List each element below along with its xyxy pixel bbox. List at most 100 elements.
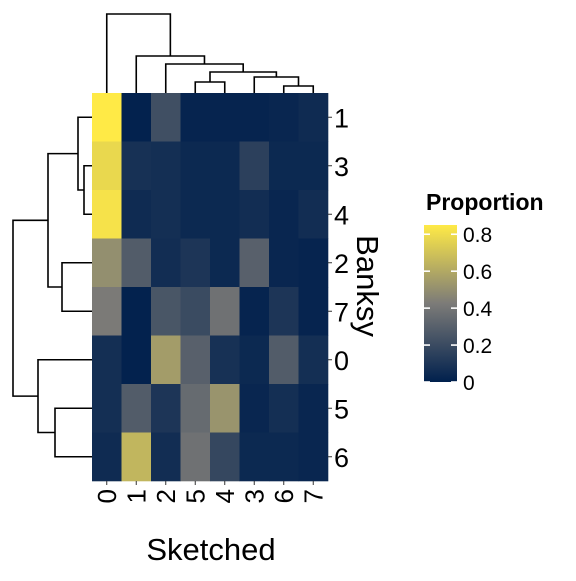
y-tick-label: 6	[334, 443, 349, 473]
heatmap-cell-5-0	[92, 384, 122, 433]
column-dendrogram-link	[164, 63, 244, 93]
heatmap-cell-0-3	[239, 335, 270, 385]
colorbar-tick-label: 0.2	[463, 335, 492, 358]
heatmap-cell-0-6	[269, 335, 299, 385]
colorbar-legend: Proportion 0 0.2 0.4 0.6 0.8	[424, 189, 544, 395]
row-dendrogram-link	[47, 152, 78, 288]
x-tick-label: 4	[210, 489, 240, 503]
heatmap-cell-0-0	[92, 335, 122, 385]
x-tick-label: 1	[121, 489, 151, 503]
heatmap-cell-1-0	[92, 93, 122, 142]
row-dendrogram-link	[37, 358, 92, 434]
heatmap-cell-2-0	[92, 238, 122, 288]
y-tick-label: 5	[334, 394, 349, 424]
heatmap-cell-5-7	[298, 384, 329, 433]
heatmap-cell-0-4	[210, 335, 240, 385]
row-dendrogram-link	[77, 116, 92, 191]
heatmap-cell-4-4	[210, 190, 240, 239]
column-dendrogram	[105, 13, 315, 93]
heatmap-cell-3-1	[121, 141, 152, 191]
heatmap-cell-6-4	[210, 432, 240, 482]
y-axis-label: Banksy	[350, 235, 385, 337]
heatmap-cell-3-7	[298, 141, 329, 191]
heatmap-cell-2-5	[180, 238, 211, 288]
heatmap-cell-6-7	[298, 432, 329, 482]
heatmap-cell-2-2	[151, 238, 181, 288]
y-tick-label: 7	[334, 297, 349, 327]
heatmap-cell-4-0	[92, 190, 122, 239]
heatmap-cell-6-3	[239, 432, 270, 482]
heatmap-cell-1-1	[121, 93, 152, 142]
heatmap-cell-5-6	[269, 384, 299, 433]
x-tick-label: 6	[269, 489, 299, 503]
heatmap-cell-7-0	[92, 287, 122, 336]
heatmap-cell-2-3	[239, 238, 270, 288]
heatmap-cell-6-0	[92, 432, 122, 482]
heatmap-cell-5-1	[121, 384, 152, 433]
heatmap-cell-3-3	[239, 141, 270, 191]
colorbar-tick-label: 0	[463, 372, 475, 395]
heatmap-cell-7-4	[210, 287, 240, 336]
y-tick-label: 4	[334, 200, 349, 230]
heatmap-cell-6-2	[151, 432, 181, 482]
row-dendrogram	[12, 116, 92, 458]
x-tick-label: 2	[151, 489, 181, 503]
heatmap-cell-1-4	[210, 93, 240, 142]
heatmap-cell-1-2	[151, 93, 181, 142]
column-dendrogram-link	[282, 85, 315, 93]
heatmap-cell-2-7	[298, 238, 329, 288]
column-dendrogram-link	[194, 81, 226, 93]
heatmap-cell-6-1	[121, 432, 152, 482]
x-tick-label: 0	[92, 489, 122, 503]
heatmap-cell-3-2	[151, 141, 181, 191]
heatmap-cell-4-6	[269, 190, 299, 239]
heatmap-cell-3-0	[92, 141, 122, 191]
heatmap-cell-7-3	[239, 287, 270, 336]
row-dendrogram-link	[61, 261, 92, 313]
heatmap-cell-1-3	[239, 93, 270, 142]
heatmap-cell-7-5	[180, 287, 211, 336]
column-dendrogram-link	[105, 13, 172, 93]
x-tick-label: 3	[239, 489, 269, 503]
heatmap-cell-4-7	[298, 190, 329, 239]
x-axis-label: Sketched	[146, 532, 275, 567]
y-tick-label: 1	[334, 103, 349, 133]
heatmap-cell-1-6	[269, 93, 299, 142]
y-tick-label: 3	[334, 152, 349, 182]
legend-title: Proportion	[426, 189, 544, 215]
heatmap-cell-4-3	[239, 190, 270, 239]
heatmap-cell-2-1	[121, 238, 152, 288]
heatmap-cell-3-5	[180, 141, 211, 191]
column-dendrogram-link	[135, 55, 206, 93]
heatmap-cell-0-7	[298, 335, 329, 385]
heatmap-cell-5-3	[239, 384, 270, 433]
colorbar-tick-label: 0.4	[463, 298, 493, 321]
heatmap-cell-0-5	[180, 335, 211, 385]
colorbar-tick-label: 0.6	[463, 261, 492, 284]
colorbar-ticks: 0 0.2 0.4 0.6 0.8	[424, 224, 493, 395]
heatmap-cell-0-2	[151, 335, 181, 385]
heatmap-cell-4-2	[151, 190, 181, 239]
colorbar	[424, 225, 457, 382]
heatmap-cell-7-7	[298, 287, 329, 336]
row-dendrogram-link	[83, 164, 92, 216]
heatmap-cells	[92, 93, 329, 482]
heatmap-cell-7-6	[269, 287, 299, 336]
heatmap-cell-4-1	[121, 190, 152, 239]
column-dendrogram-link	[253, 76, 300, 93]
heatmap-cell-7-1	[121, 287, 152, 336]
heatmap-cell-5-2	[151, 384, 181, 433]
heatmap-cell-1-5	[180, 93, 211, 142]
colorbar-tick-label: 0.8	[463, 224, 492, 247]
heatmap-cell-2-6	[269, 238, 299, 288]
heatmap-cell-3-4	[210, 141, 240, 191]
heatmap-cell-2-4	[210, 238, 240, 288]
x-tick-label: 7	[298, 489, 328, 503]
x-tick-label: 5	[180, 489, 210, 503]
row-dendrogram-link	[12, 219, 48, 397]
heatmap-cell-5-4	[210, 384, 240, 433]
heatmap-cell-6-5	[180, 432, 211, 482]
